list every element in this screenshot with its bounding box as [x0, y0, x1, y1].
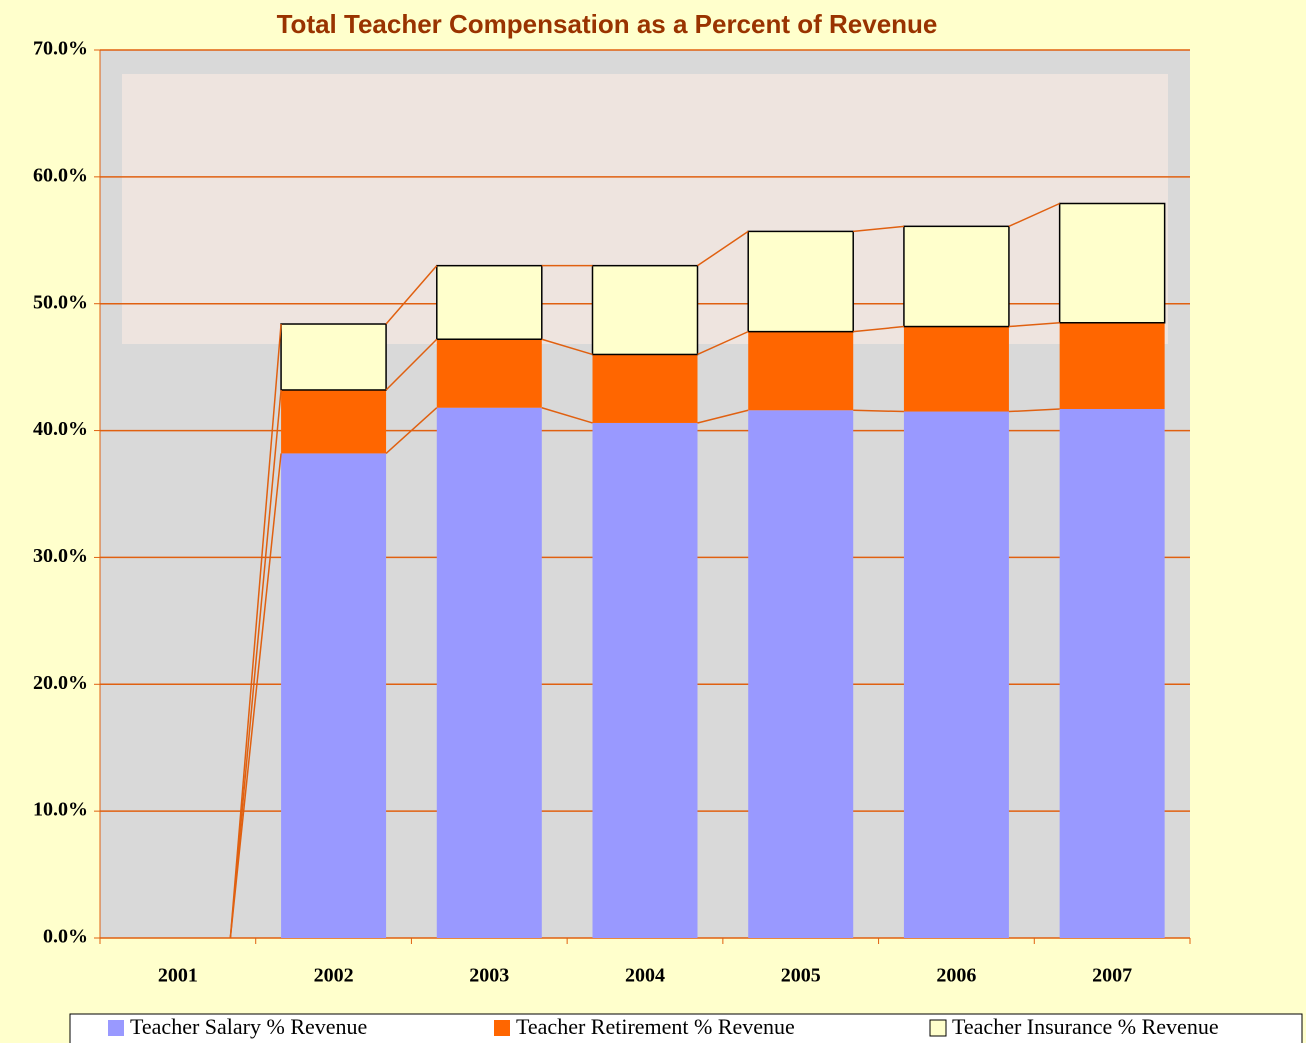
series-line: [697, 230, 749, 267]
x-tick-label: 2005: [781, 965, 821, 987]
series-line: [229, 323, 282, 939]
series-line: [385, 407, 438, 454]
x-tick-label: 2003: [469, 965, 509, 987]
x-tick-label: 2001: [158, 965, 198, 987]
bar-segment: [903, 326, 1009, 412]
x-tick-label: 2002: [314, 965, 354, 987]
bar-segment: [748, 410, 854, 938]
bar-segment: [281, 389, 387, 454]
series-line: [541, 407, 593, 424]
series-line: [229, 389, 282, 939]
bar-segment: [436, 339, 542, 408]
bar-segment: [436, 264, 543, 340]
y-tick-label: 70.0%: [33, 38, 88, 60]
series-line: [697, 330, 749, 356]
series-line: [853, 325, 905, 333]
bar-segment: [592, 422, 698, 939]
series-line: [1008, 408, 1060, 413]
bar-segment: [591, 264, 699, 356]
series-line: [853, 225, 905, 233]
bar-segment: [748, 331, 854, 411]
series-line: [541, 338, 593, 356]
series-line: [1008, 202, 1060, 228]
series-line: [385, 265, 438, 325]
series-line: [853, 409, 904, 413]
bar-segment: [1059, 409, 1165, 938]
bar-segment: [280, 323, 387, 391]
legend-swatch: [929, 1019, 947, 1037]
x-tick-label: 2004: [625, 965, 665, 987]
y-tick-label: 20.0%: [33, 672, 88, 694]
bar-segment: [747, 230, 854, 333]
legend-label: Teacher Retirement % Revenue: [516, 1014, 795, 1039]
legend-label: Teacher Insurance % Revenue: [952, 1014, 1219, 1039]
bar-segment: [903, 225, 1010, 328]
legend-box: [69, 1013, 1303, 1043]
y-tick-label: 10.0%: [33, 799, 88, 821]
y-tick-label: 50.0%: [33, 291, 88, 313]
series-line: [229, 453, 282, 939]
x-tick-label: 2006: [936, 965, 976, 987]
y-tick-label: 40.0%: [33, 418, 88, 440]
bar-segment: [281, 453, 387, 938]
legend-label: Teacher Salary % Revenue: [130, 1014, 367, 1039]
bar-segment: [903, 411, 1009, 938]
legend-swatch: [108, 1020, 124, 1036]
y-tick-label: 0.0%: [43, 926, 88, 948]
series-line: [385, 338, 438, 391]
y-tick-label: 60.0%: [33, 164, 88, 186]
bar-segment: [436, 407, 542, 938]
series-line: [697, 409, 749, 424]
bar-segment: [592, 354, 698, 423]
bar-segment: [1058, 202, 1166, 324]
x-tick-label: 2007: [1092, 965, 1132, 987]
y-tick-label: 30.0%: [33, 545, 88, 567]
bar-segment: [1059, 322, 1165, 410]
series-line: [1008, 321, 1060, 328]
chart-title: Total Teacher Compensation as a Percent …: [277, 9, 938, 39]
legend-swatch: [494, 1020, 510, 1036]
